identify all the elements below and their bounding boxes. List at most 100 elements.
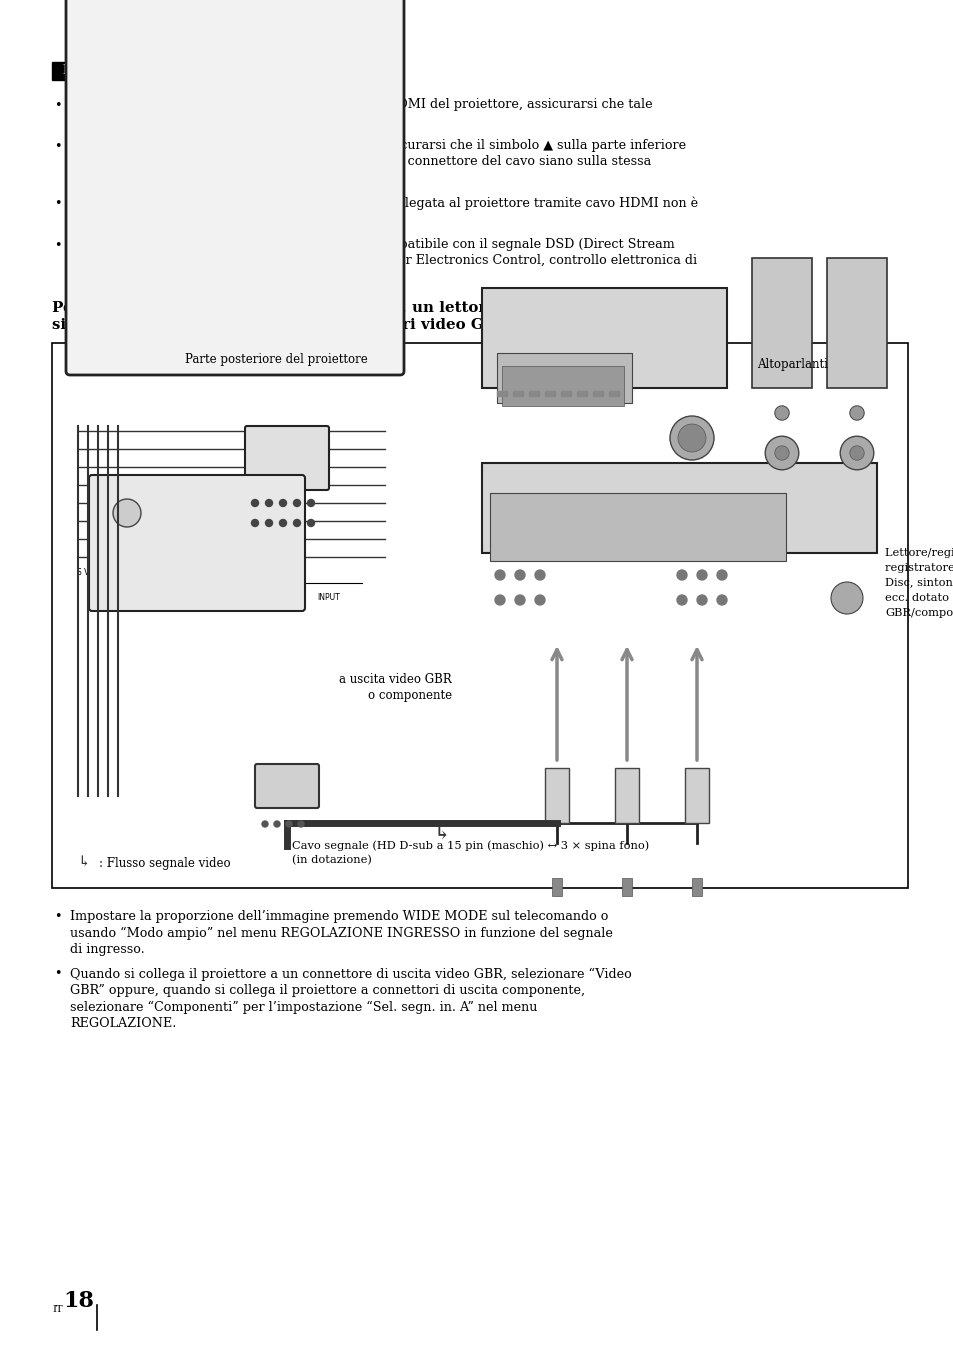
Bar bbox=[615, 768, 639, 823]
Text: a uscita video GBR: a uscita video GBR bbox=[339, 673, 452, 685]
Circle shape bbox=[262, 821, 268, 827]
Text: Amplificatore AV: Amplificatore AV bbox=[532, 358, 632, 370]
Bar bbox=[529, 391, 538, 396]
Circle shape bbox=[274, 821, 280, 827]
Circle shape bbox=[677, 571, 686, 580]
Circle shape bbox=[849, 446, 863, 460]
Bar bbox=[552, 877, 561, 896]
Text: posizione.: posizione. bbox=[70, 172, 134, 185]
Circle shape bbox=[697, 571, 706, 580]
Text: Il connettore HDMI di questo proiettore non è compatibile con il segnale DSD (Di: Il connettore HDMI di questo proiettore … bbox=[70, 238, 674, 251]
Bar bbox=[751, 258, 811, 388]
Circle shape bbox=[830, 581, 862, 614]
Text: Cavo segnale (HD D-sub a 15 pin (maschio) ↔ 3 × spina fono): Cavo segnale (HD D-sub a 15 pin (maschio… bbox=[292, 840, 649, 850]
Text: : Flusso segnale video: : Flusso segnale video bbox=[99, 857, 231, 869]
Circle shape bbox=[840, 437, 873, 469]
Text: •: • bbox=[54, 968, 61, 980]
Circle shape bbox=[515, 595, 524, 604]
Text: •: • bbox=[54, 238, 61, 251]
Bar bbox=[621, 877, 631, 896]
Bar bbox=[608, 391, 618, 396]
Circle shape bbox=[252, 519, 258, 526]
Circle shape bbox=[764, 437, 798, 469]
Circle shape bbox=[535, 595, 544, 604]
Circle shape bbox=[307, 499, 314, 507]
FancyBboxPatch shape bbox=[254, 764, 318, 808]
Circle shape bbox=[286, 821, 292, 827]
Bar bbox=[684, 768, 708, 823]
FancyBboxPatch shape bbox=[66, 0, 403, 375]
FancyBboxPatch shape bbox=[245, 426, 329, 489]
Text: registratore HDD, lettore Blu-ray: registratore HDD, lettore Blu-ray bbox=[884, 562, 953, 573]
Text: Note: Note bbox=[62, 65, 93, 77]
Bar bbox=[513, 391, 522, 396]
Circle shape bbox=[774, 406, 788, 420]
Text: (in dotazione): (in dotazione) bbox=[292, 854, 372, 865]
Text: GBR/componente: GBR/componente bbox=[884, 608, 953, 618]
Text: •: • bbox=[54, 197, 61, 211]
Circle shape bbox=[279, 519, 286, 526]
Circle shape bbox=[849, 406, 863, 420]
Bar bbox=[481, 462, 876, 553]
Text: ecc. dotato di connettori video: ecc. dotato di connettori video bbox=[884, 594, 953, 603]
Bar bbox=[490, 493, 785, 561]
Text: S VIDEO  VIDEO: S VIDEO VIDEO bbox=[77, 568, 137, 577]
Text: Digital, streaming digitale diretto) o CEC (Consumer Electronics Control, contro: Digital, streaming digitale diretto) o C… bbox=[70, 254, 697, 266]
Text: consumo).: consumo). bbox=[70, 270, 136, 284]
Text: Per collegare un lettore/registratore DVD, un lettore Blu-ray Disc o un: Per collegare un lettore/registratore DV… bbox=[52, 301, 646, 315]
Circle shape bbox=[717, 571, 726, 580]
Circle shape bbox=[294, 519, 300, 526]
Text: Altoparlanti: Altoparlanti bbox=[757, 358, 827, 370]
Circle shape bbox=[515, 571, 524, 580]
Circle shape bbox=[678, 425, 705, 452]
Text: di ingresso.: di ingresso. bbox=[70, 942, 145, 956]
Bar bbox=[560, 391, 571, 396]
Circle shape bbox=[677, 595, 686, 604]
Text: sintonizzatore digitale dotato di connettori video GBR/componente: sintonizzatore digitale dotato di connet… bbox=[52, 318, 618, 333]
Circle shape bbox=[495, 571, 504, 580]
Circle shape bbox=[774, 446, 788, 460]
Circle shape bbox=[172, 499, 201, 527]
Text: ↳: ↳ bbox=[77, 856, 90, 869]
Circle shape bbox=[495, 595, 504, 604]
Text: INPUT: INPUT bbox=[316, 594, 339, 602]
Text: usando “Modo ampio” nel menu REGOLAZIONE INGRESSO in funzione del segnale: usando “Modo ampio” nel menu REGOLAZIONE… bbox=[70, 926, 612, 940]
Circle shape bbox=[297, 821, 304, 827]
Circle shape bbox=[252, 499, 258, 507]
Text: IT: IT bbox=[52, 1305, 63, 1314]
Text: dell’ingresso HDMI del proiettore e il simbolo ▲ sul connettore del cavo siano s: dell’ingresso HDMI del proiettore e il s… bbox=[70, 155, 651, 169]
Text: GBR” oppure, quando si collega il proiettore a connettori di uscita componente,: GBR” oppure, quando si collega il proiet… bbox=[70, 984, 584, 996]
Bar bbox=[497, 391, 506, 396]
Text: •: • bbox=[54, 99, 61, 112]
Circle shape bbox=[535, 571, 544, 580]
Bar bbox=[52, 62, 104, 80]
Text: Impostare la proporzione dell’immagine premendo WIDE MODE sul telecomando o: Impostare la proporzione dell’immagine p… bbox=[70, 910, 608, 923]
Bar bbox=[691, 877, 701, 896]
Text: Quando si collega l’apparecchiatura all’ingresso HDMI del proiettore, assicurars: Quando si collega l’apparecchiatura all’… bbox=[70, 97, 652, 111]
Text: INPUT A: INPUT A bbox=[273, 568, 303, 577]
Bar bbox=[52, 343, 907, 888]
Text: selezionare “Componenti” per l’impostazione “Sel. segn. in. A” nel menu: selezionare “Componenti” per l’impostazi… bbox=[70, 1000, 537, 1014]
Bar bbox=[481, 288, 726, 388]
Bar bbox=[497, 353, 631, 403]
Text: Se l’immagine proveniente dall’apparecchiatura collegata al proiettore tramite c: Se l’immagine proveniente dall’apparecch… bbox=[70, 196, 698, 210]
Circle shape bbox=[105, 491, 149, 535]
Text: ↳: ↳ bbox=[433, 822, 451, 844]
Circle shape bbox=[279, 499, 286, 507]
Circle shape bbox=[307, 519, 314, 526]
Text: Disc, sintonizzatore digitale,: Disc, sintonizzatore digitale, bbox=[884, 579, 953, 588]
FancyBboxPatch shape bbox=[89, 475, 305, 611]
Text: Quando si collega un cavo HDMI al proiettore, assicurarsi che il simbolo ▲ sulla: Quando si collega un cavo HDMI al proiet… bbox=[70, 139, 685, 151]
Text: •: • bbox=[54, 910, 61, 923]
Text: o componente: o componente bbox=[368, 690, 452, 702]
Circle shape bbox=[717, 595, 726, 604]
Text: •: • bbox=[54, 141, 61, 153]
Text: Quando si collega il proiettore a un connettore di uscita video GBR, selezionare: Quando si collega il proiettore a un con… bbox=[70, 968, 631, 980]
Text: 18: 18 bbox=[63, 1290, 94, 1311]
Circle shape bbox=[265, 519, 273, 526]
Circle shape bbox=[265, 499, 273, 507]
Text: Parte posteriore del proiettore: Parte posteriore del proiettore bbox=[185, 353, 367, 366]
Bar bbox=[593, 391, 602, 396]
Bar bbox=[544, 391, 555, 396]
Circle shape bbox=[697, 595, 706, 604]
